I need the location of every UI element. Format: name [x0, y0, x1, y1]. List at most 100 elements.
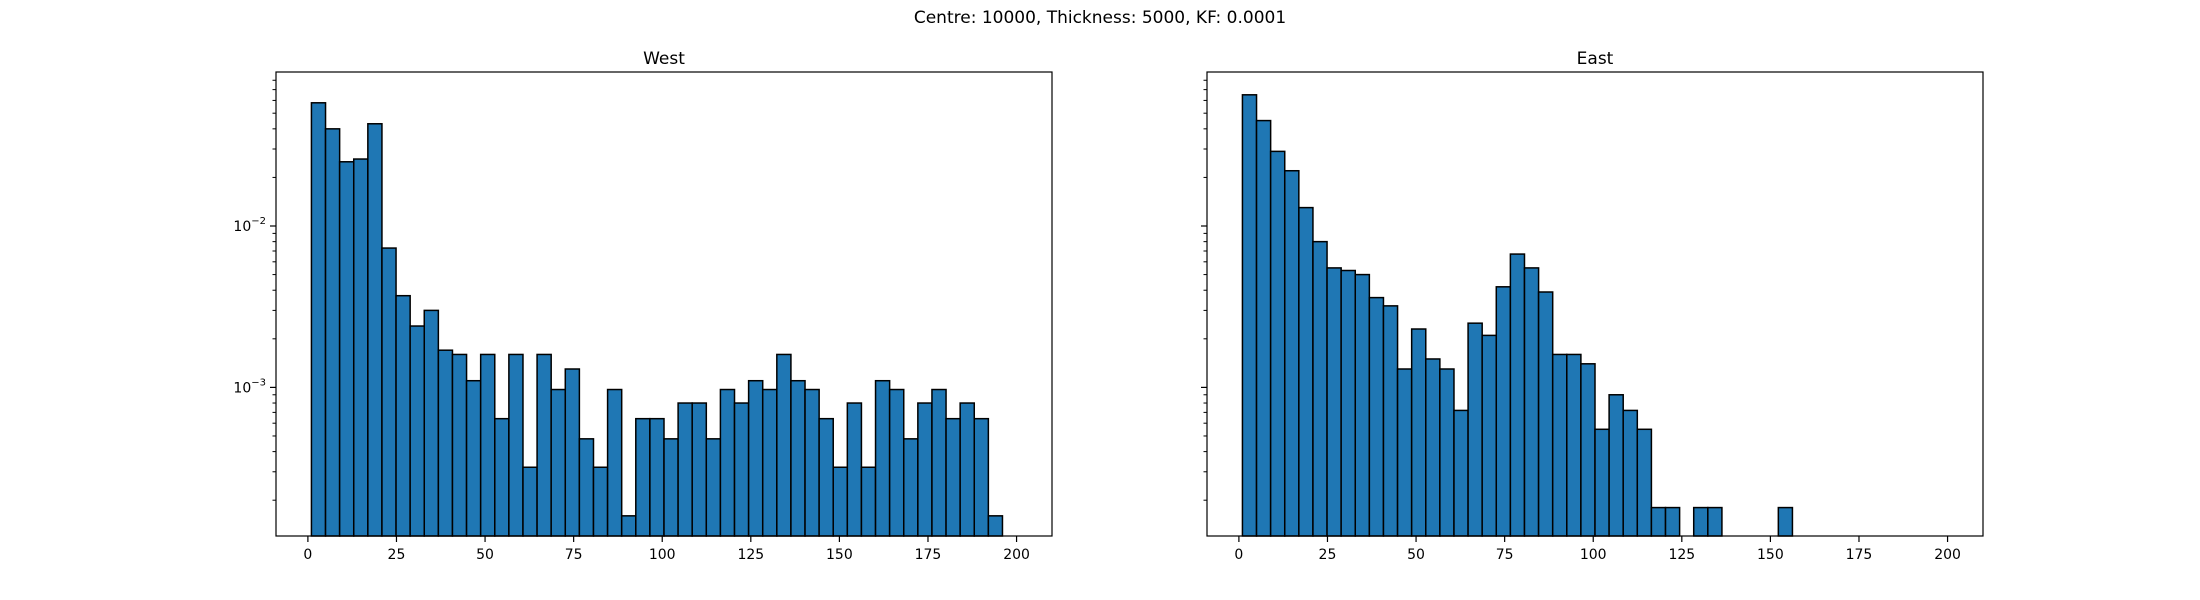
histogram-bar — [1453, 409, 1469, 537]
histogram-bar — [973, 417, 990, 537]
histogram-bar — [931, 388, 947, 537]
histogram-bar — [987, 515, 1004, 537]
histogram-bar — [1692, 506, 1709, 537]
histogram-bar — [536, 353, 552, 537]
x-tick-label: 50 — [1407, 547, 1425, 563]
x-tick-label: 25 — [1319, 547, 1337, 563]
histogram-bar — [550, 388, 567, 537]
x-tick-label: 175 — [1846, 547, 1873, 563]
histogram-bar — [1255, 119, 1272, 537]
histogram-bar — [1396, 368, 1413, 537]
histogram-bar — [620, 515, 637, 537]
histogram-bar — [635, 417, 651, 537]
histogram-bar — [1269, 150, 1286, 537]
panel-title: East — [1577, 49, 1614, 69]
histogram-bar — [324, 128, 341, 537]
x-tick-label: 50 — [476, 547, 494, 563]
histogram-bar — [1298, 206, 1314, 537]
histogram-bar — [1608, 394, 1624, 537]
histogram-bar — [649, 417, 665, 537]
histogram-bar — [1566, 353, 1582, 537]
x-tick-label: 175 — [915, 547, 942, 563]
histogram-bar — [902, 438, 919, 537]
histogram-bar — [663, 438, 679, 537]
histogram-bar — [818, 417, 834, 537]
histogram-bar — [959, 402, 976, 537]
histogram-bar — [522, 466, 538, 537]
histogram-bar — [705, 438, 722, 537]
x-tick-label: 0 — [1234, 547, 1243, 563]
histogram-bar — [367, 123, 383, 537]
x-axis: 0 25 50 75 100 125 150 175 200 — [1234, 536, 1961, 563]
y-axis: 10−2 10−3 — [233, 79, 276, 501]
histogram-bar — [691, 402, 708, 537]
histogram-bar — [945, 417, 961, 537]
x-tick-label: 150 — [826, 547, 853, 563]
histogram-bar — [592, 466, 609, 537]
histogram-bar — [874, 379, 891, 537]
histogram-bar — [1481, 334, 1498, 537]
histogram-bar — [1354, 273, 1371, 537]
histogram-bar — [747, 379, 764, 537]
x-axis: 0 25 50 75 100 125 150 175 200 — [303, 536, 1030, 563]
histogram-bar — [508, 353, 524, 537]
x-tick-label: 25 — [388, 547, 406, 563]
histogram-bar — [479, 353, 496, 537]
histogram-bar — [1594, 428, 1610, 537]
histogram-bar — [409, 325, 426, 537]
x-tick-label: 125 — [1668, 547, 1695, 563]
histogram-bar — [465, 379, 482, 537]
histogram-bar — [832, 466, 849, 537]
histogram-bar — [310, 102, 327, 537]
histogram-bar — [338, 161, 355, 537]
bars — [310, 102, 1004, 537]
x-tick-label: 200 — [1003, 547, 1030, 563]
histogram-bar — [1312, 240, 1328, 537]
histogram-bar — [606, 388, 623, 537]
histogram-bar — [1410, 328, 1427, 537]
histogram-bar — [1664, 506, 1681, 537]
histogram-bar — [1467, 322, 1483, 537]
histogram-bar — [1523, 267, 1540, 537]
histogram-bar — [888, 388, 905, 537]
histogram-bar — [381, 247, 397, 537]
x-tick-label: 100 — [1580, 547, 1607, 563]
y-axis — [1201, 79, 1207, 501]
histogram-bar — [1439, 368, 1455, 537]
histogram-bar — [578, 438, 595, 537]
histogram-bar — [1580, 363, 1596, 537]
histogram-bar — [1622, 409, 1639, 537]
x-tick-label: 125 — [737, 547, 764, 563]
histogram-bar — [776, 353, 792, 537]
histogram-bar — [677, 402, 693, 537]
histogram-bar — [846, 402, 863, 537]
histogram-bar — [1537, 291, 1554, 537]
histogram-bar — [395, 294, 411, 537]
histogram-bar — [733, 402, 750, 537]
histogram-bar — [790, 379, 806, 537]
panel-west: 0 25 50 75 100 125 150 175 200 10−2 10−3 West — [233, 49, 1053, 563]
x-tick-label: 100 — [649, 547, 676, 563]
x-tick-label: 0 — [303, 547, 312, 563]
panel-east: 0 25 50 75 100 125 150 175 200 East — [1201, 49, 1984, 563]
histogram-bar — [423, 309, 440, 537]
x-tick-label: 75 — [1496, 547, 1514, 563]
histogram-bar — [1636, 428, 1653, 537]
histogram-bar — [1707, 506, 1723, 537]
histogram-bar — [1368, 296, 1385, 537]
y-tick-label: 10−2 — [233, 216, 266, 235]
bars — [1241, 94, 1794, 537]
histogram-bar — [1326, 267, 1342, 537]
histogram-bar — [1495, 286, 1512, 537]
histogram-bar — [761, 388, 778, 537]
panel-title: West — [643, 49, 685, 69]
histogram-bar — [917, 402, 933, 537]
histogram-bar — [1382, 305, 1399, 537]
axes-frame — [275, 71, 1053, 537]
histogram-bar — [564, 368, 581, 537]
x-tick-label: 75 — [565, 547, 583, 563]
histogram-bar — [1425, 358, 1441, 537]
histogram-bar — [494, 417, 510, 537]
x-tick-label: 200 — [1934, 547, 1961, 563]
